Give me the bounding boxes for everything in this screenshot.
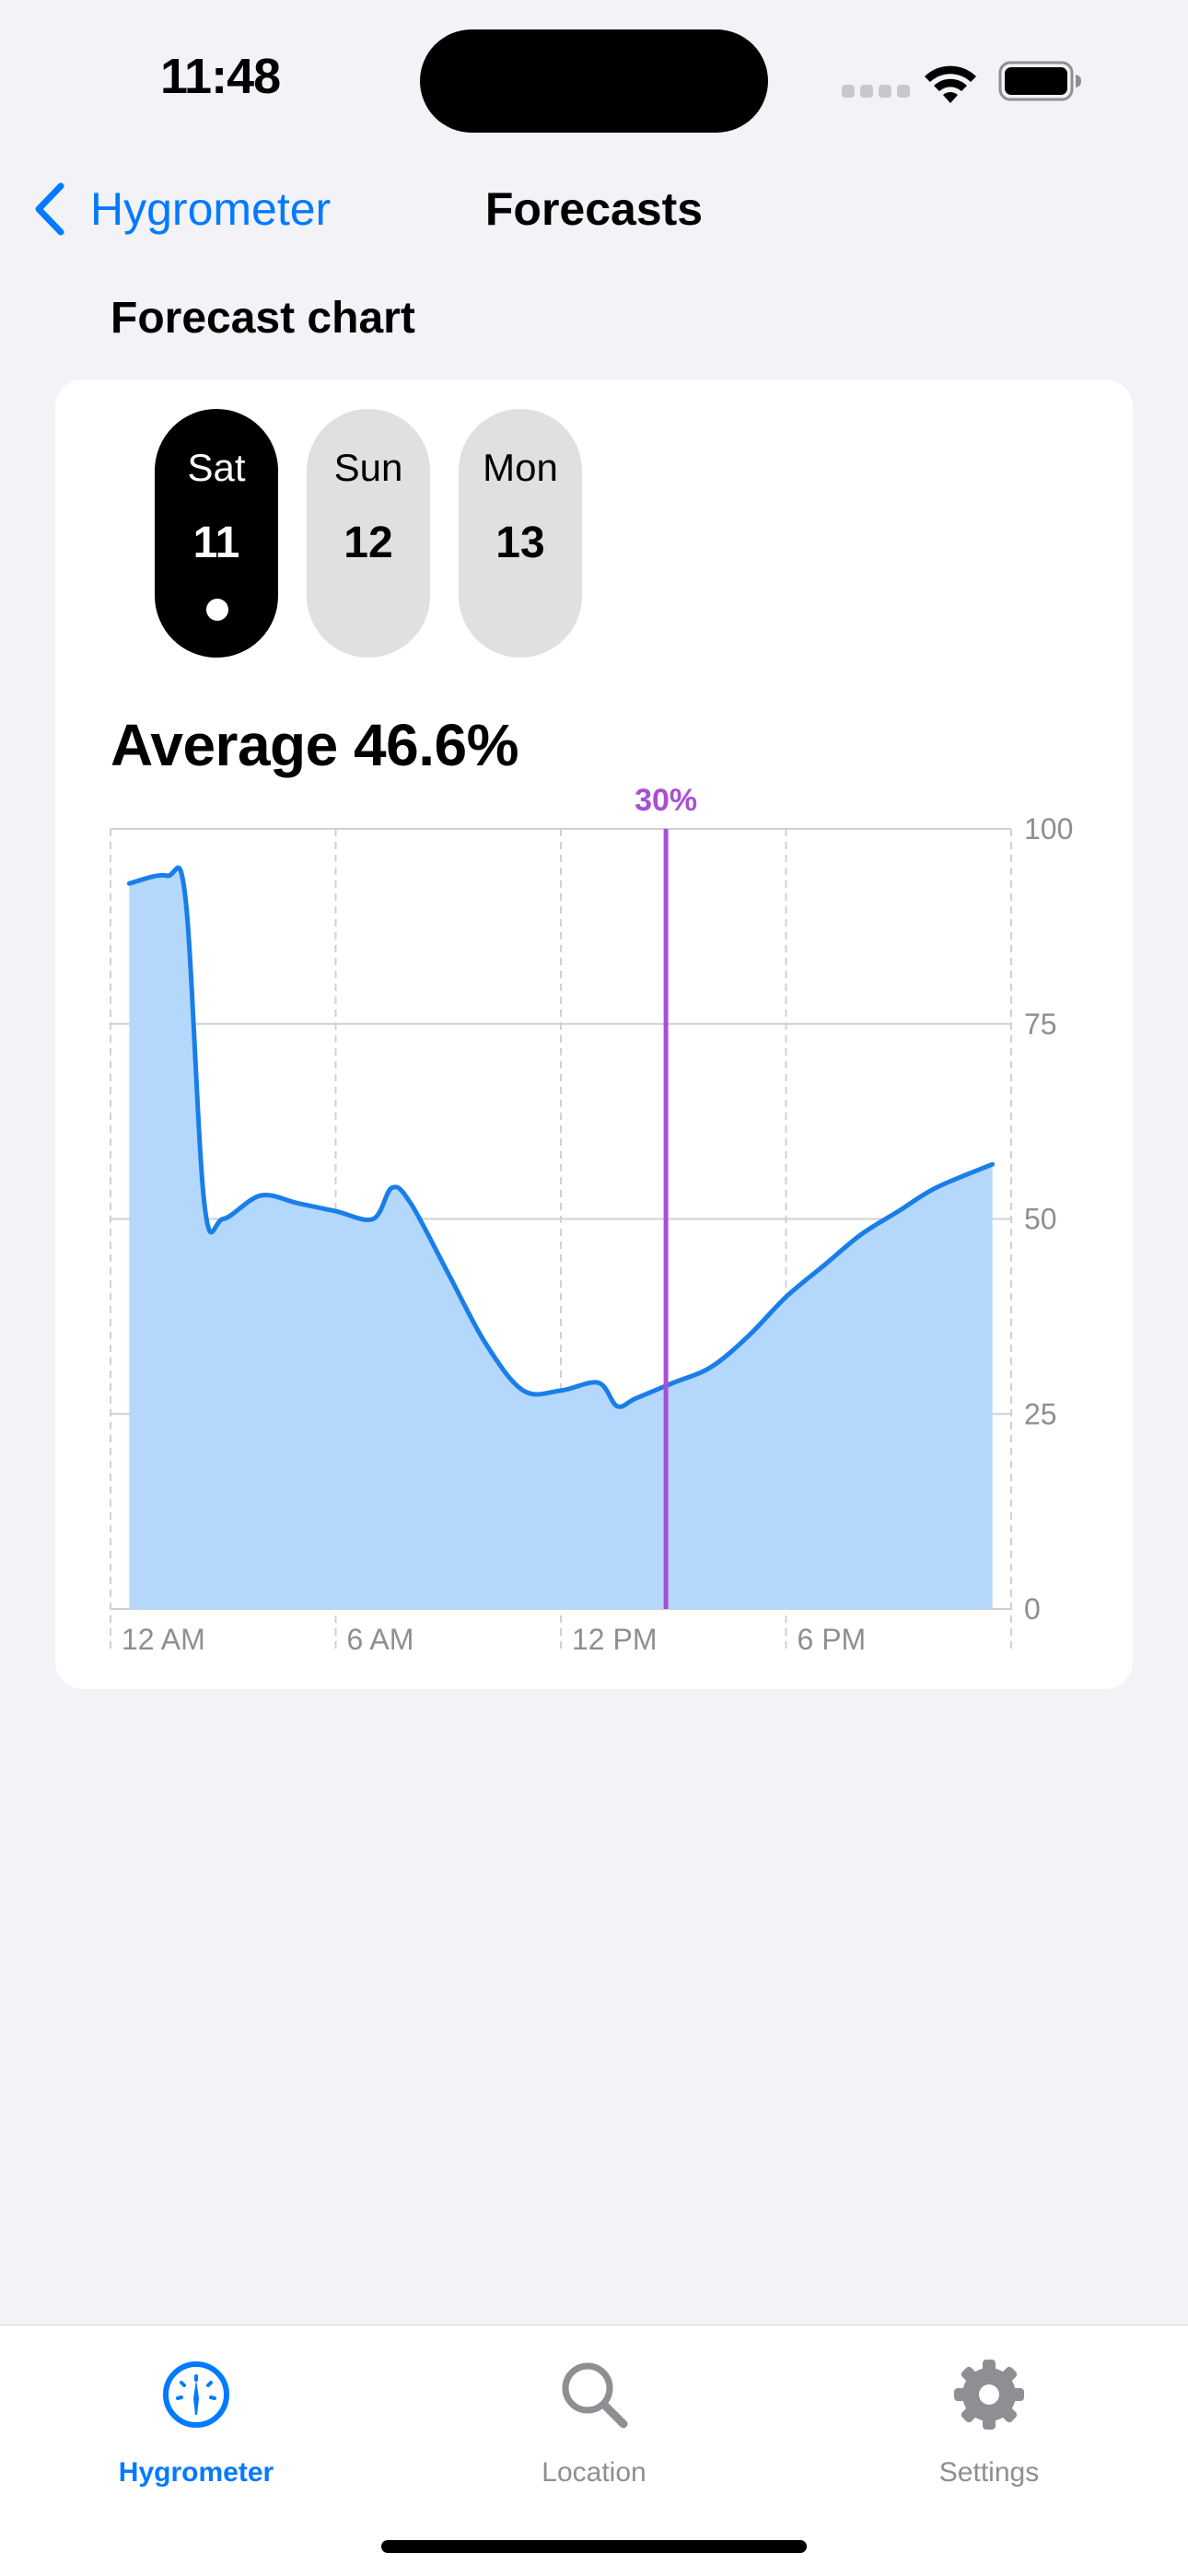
magnifying-glass-icon — [562, 2362, 628, 2429]
dynamic-island — [420, 29, 768, 133]
day-selector-mon[interactable]: Mon 13 — [459, 409, 582, 658]
tab-label: Location — [542, 2457, 646, 2488]
back-button-label: Hygrometer — [90, 183, 332, 235]
tab-location[interactable]: Location — [456, 2358, 732, 2489]
day-name: Sun — [333, 446, 403, 489]
day-name: Mon — [483, 446, 558, 489]
day-number: 12 — [344, 519, 393, 567]
section-title: Forecast chart — [111, 294, 415, 343]
y-tick-label: 75 — [1024, 1008, 1057, 1041]
day-number: 11 — [192, 519, 240, 567]
selection-label: 30% — [635, 783, 697, 818]
selected-dot-icon — [206, 599, 228, 621]
chevron-left-icon — [35, 182, 64, 236]
x-tick-label: 12 PM — [572, 1623, 657, 1656]
tab-settings[interactable]: Settings — [851, 2358, 1127, 2489]
cellular-signal-icon — [842, 85, 915, 102]
tab-hygrometer[interactable]: Hygrometer — [58, 2358, 334, 2489]
tab-label: Hygrometer — [118, 2457, 274, 2488]
y-tick-label: 0 — [1024, 1592, 1041, 1626]
y-tick-label: 50 — [1024, 1203, 1057, 1236]
back-button[interactable]: Hygrometer — [31, 181, 331, 238]
day-selector-sat[interactable]: Sat 11 — [155, 409, 278, 658]
page-title: Forecasts — [484, 183, 704, 235]
gear-icon — [954, 2360, 1024, 2430]
gauge-icon — [163, 2361, 229, 2428]
humidity-area — [129, 868, 993, 1609]
home-indicator — [381, 2540, 807, 2553]
day-selector-sun[interactable]: Sun 12 — [307, 409, 430, 658]
tab-label: Settings — [938, 2457, 1040, 2488]
x-tick-label: 12 AM — [122, 1623, 205, 1656]
y-tick-label: 25 — [1024, 1397, 1057, 1430]
wifi-icon — [925, 65, 976, 103]
average-humidity: Average 46.6% — [111, 712, 518, 778]
x-tick-label: 6 PM — [798, 1623, 867, 1656]
battery-icon — [998, 61, 1081, 101]
humidity-chart[interactable]: 0 25 50 75 100 12 AM 6 AM 12 PM 6 PM 30% — [0, 0, 1188, 1689]
humidity-line — [126, 865, 996, 1409]
day-number: 13 — [495, 519, 545, 567]
x-tick-label: 6 AM — [347, 1623, 414, 1656]
status-time: 11:48 — [160, 49, 281, 104]
y-tick-label: 100 — [1024, 812, 1073, 845]
day-name: Sat — [187, 446, 246, 489]
